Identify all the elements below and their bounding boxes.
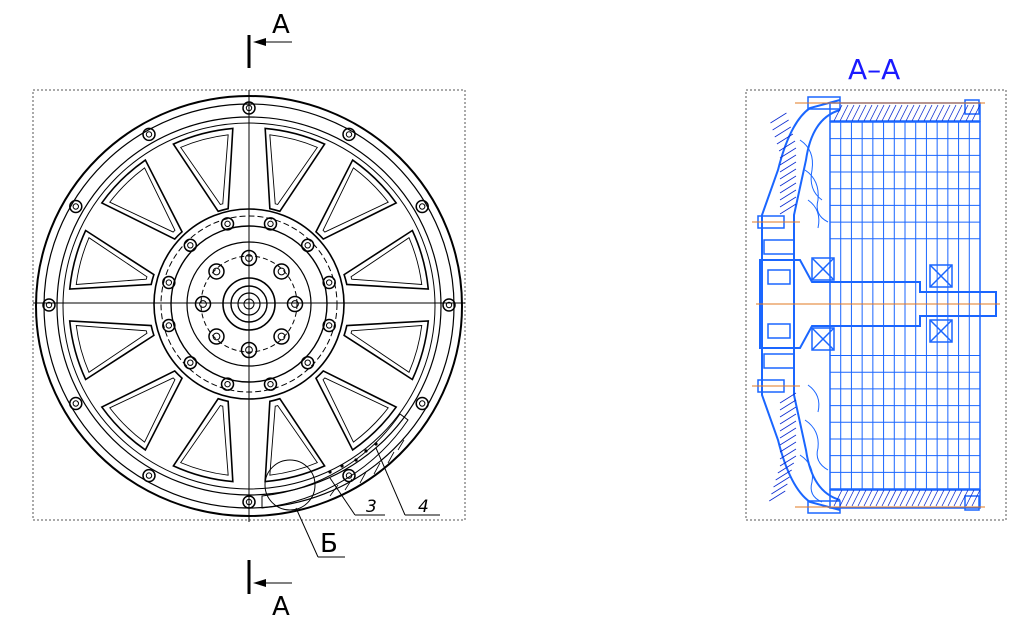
hub-bolt-outer-hole <box>225 221 230 226</box>
hub-bolt-inner <box>209 264 224 279</box>
hub-bolt-outer-hole <box>225 381 230 386</box>
rim-bolt-hole <box>73 204 78 209</box>
rim-bolt-hole <box>73 401 78 406</box>
housing-hatch-line <box>774 477 790 487</box>
leader-4-label: 4 <box>418 497 429 517</box>
hub-bolt-outer-hole <box>305 243 310 248</box>
spoke-window-inner <box>351 326 422 373</box>
hub-bolt-outer <box>163 277 175 289</box>
section-mark-top-label: A <box>272 10 290 40</box>
winding-wires <box>800 140 828 502</box>
rim-bolt-hole <box>346 132 351 137</box>
spoke-window-inner <box>181 406 229 476</box>
housing-hatch <box>769 113 796 501</box>
spoke-window <box>173 399 232 482</box>
spoke-window <box>102 371 182 450</box>
leader-3-line <box>330 478 355 515</box>
hub-bolt-outer <box>302 239 314 251</box>
hub-bolt-outer <box>302 357 314 369</box>
section-mark-top: A <box>249 10 292 68</box>
hub-bolt-outer <box>184 239 196 251</box>
section-mark-bottom-label: A <box>272 592 290 622</box>
spoke-window <box>173 128 232 211</box>
rim-bolt-hole <box>420 204 425 209</box>
hub-bolt-inner <box>274 329 289 344</box>
hub-bolt-outer-hole <box>326 280 331 285</box>
rim-bolt-hole <box>146 132 151 137</box>
hub-bolt-outer <box>222 378 234 390</box>
housing-hatch-line <box>771 484 787 494</box>
spoke-window <box>344 321 428 380</box>
hub-bolt-inner <box>196 297 211 312</box>
housing-hatch-line <box>775 127 791 137</box>
hub-bolt-outer-hole <box>268 221 273 226</box>
spoke-window-inner <box>351 238 422 285</box>
hub-bolt-outer <box>222 218 234 230</box>
section-mark-bottom: A <box>249 560 292 622</box>
hub-bolt-inner <box>288 297 303 312</box>
hub-bolt-inner <box>274 264 289 279</box>
rim-bolt <box>143 470 155 482</box>
spoke-window-inner <box>76 238 147 285</box>
spoke-window <box>70 231 154 290</box>
housing-hatch-line <box>773 120 789 130</box>
hub-bolt-outer <box>323 319 335 331</box>
rim-bolt-hole <box>146 473 151 478</box>
spoke-window <box>265 128 324 211</box>
rim-bolt <box>70 201 82 213</box>
spoke-window-inner <box>181 135 229 205</box>
spoke-window <box>70 321 154 380</box>
hub-bolt-inner-hole <box>200 301 207 308</box>
hub-bolt-outer-hole <box>166 280 171 285</box>
rim-bolt <box>416 201 428 213</box>
spoke-window <box>316 371 396 450</box>
front-view: Б 3 4 A A <box>33 10 465 622</box>
hub-bolt-outer-hole <box>326 323 331 328</box>
hub-bolt-outer <box>163 319 175 331</box>
rim-bolt <box>443 299 455 311</box>
hub-bolt-outer-hole <box>188 243 193 248</box>
spoke-window <box>344 231 428 290</box>
section-title: A–A <box>848 53 900 86</box>
section-view: A–A <box>746 53 1006 520</box>
hub-bolt-outer-hole <box>305 360 310 365</box>
spoke-window-inner <box>76 326 147 373</box>
spoke-window-inner <box>270 135 318 205</box>
detail-mark: Б <box>320 529 338 559</box>
rim-bolt <box>416 398 428 410</box>
leader-3-label: 3 <box>366 497 377 517</box>
hub-bolt-outer <box>184 357 196 369</box>
detail-leader <box>296 508 318 557</box>
housing <box>762 100 840 510</box>
hub-bolt-outer <box>323 277 335 289</box>
housing-hatch-line <box>769 491 785 501</box>
hub-bolt-outer-hole <box>268 381 273 386</box>
section-axes <box>752 103 985 507</box>
winding-grid <box>830 122 980 489</box>
housing-hatch-line <box>770 113 786 123</box>
hub-bolt-inner <box>209 329 224 344</box>
rim-bolt-hole <box>420 401 425 406</box>
spoke-window <box>265 399 324 482</box>
hub-bolt-outer <box>264 218 276 230</box>
housing-hatch-line <box>777 134 793 144</box>
spoke-window-inner <box>270 406 318 476</box>
hub-bolt-outer-hole <box>188 360 193 365</box>
rim-bolt <box>70 398 82 410</box>
rim-bolt <box>43 299 55 311</box>
hub-bolt-outer <box>264 378 276 390</box>
hub-bolt-outer-hole <box>166 323 171 328</box>
